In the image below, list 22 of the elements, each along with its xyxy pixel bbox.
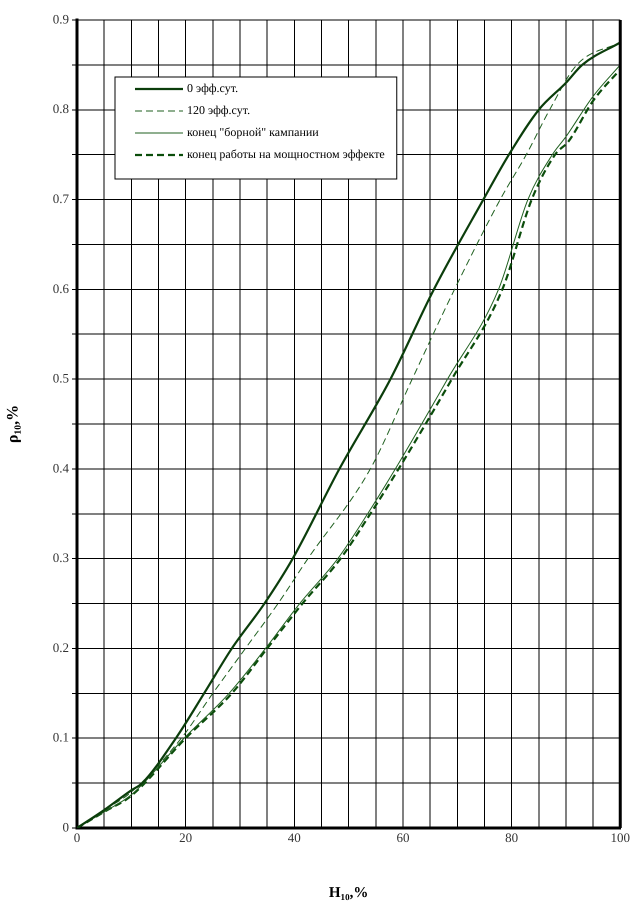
y-tick-label: 0.8: [52, 101, 69, 116]
y-tick-label: 0.3: [52, 550, 69, 566]
x-tick-label: 100: [610, 830, 630, 846]
legend-label: 120 эфф.сут.: [187, 103, 250, 118]
y-tick-label: 0: [62, 819, 69, 834]
y-tick-label: 0.1: [52, 730, 69, 745]
x-axis-title: H₁₀,%: [328, 884, 368, 901]
x-tick-label: 80: [505, 830, 518, 846]
y-tick-label: 0.5: [52, 370, 69, 386]
y-tick-label: 0.4: [52, 460, 70, 476]
legend-label: 0 эфф.сут.: [187, 81, 238, 96]
x-tick-label: 0: [74, 830, 80, 846]
y-tick-label: 0.2: [52, 640, 69, 655]
x-tick-label: 60: [396, 830, 410, 846]
y-tick-label: 0.9: [52, 11, 69, 26]
x-tick-label: 20: [179, 830, 192, 846]
legend-label: конец работы на мощностном эффекте: [187, 147, 385, 162]
x-tick-label: 40: [288, 830, 301, 846]
legend-label: конец "борной" кампании: [187, 125, 320, 140]
y-tick-label: 0.6: [52, 280, 70, 296]
y-tick-label: 0.7: [52, 190, 70, 206]
y-axis-title: ρ₁₀,%: [4, 404, 22, 444]
